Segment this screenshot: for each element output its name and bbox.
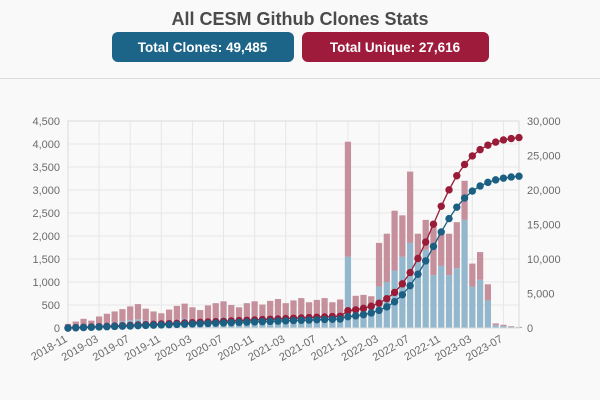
- svg-text:15,000: 15,000: [527, 220, 561, 232]
- svg-text:1,500: 1,500: [32, 254, 60, 266]
- svg-text:4,000: 4,000: [32, 139, 60, 151]
- svg-text:1,000: 1,000: [32, 277, 60, 289]
- svg-text:10,000: 10,000: [527, 254, 561, 266]
- svg-text:2,000: 2,000: [32, 231, 60, 243]
- svg-text:30,000: 30,000: [527, 116, 561, 128]
- svg-text:5,000: 5,000: [527, 289, 555, 301]
- svg-text:4,500: 4,500: [32, 116, 60, 128]
- svg-text:0: 0: [527, 323, 533, 335]
- svg-text:3,000: 3,000: [32, 185, 60, 197]
- svg-text:0: 0: [54, 323, 60, 335]
- svg-text:20,000: 20,000: [527, 185, 561, 197]
- svg-text:3,500: 3,500: [32, 162, 60, 174]
- svg-text:500: 500: [42, 300, 60, 312]
- svg-text:2,500: 2,500: [32, 208, 60, 220]
- svg-text:25,000: 25,000: [527, 151, 561, 163]
